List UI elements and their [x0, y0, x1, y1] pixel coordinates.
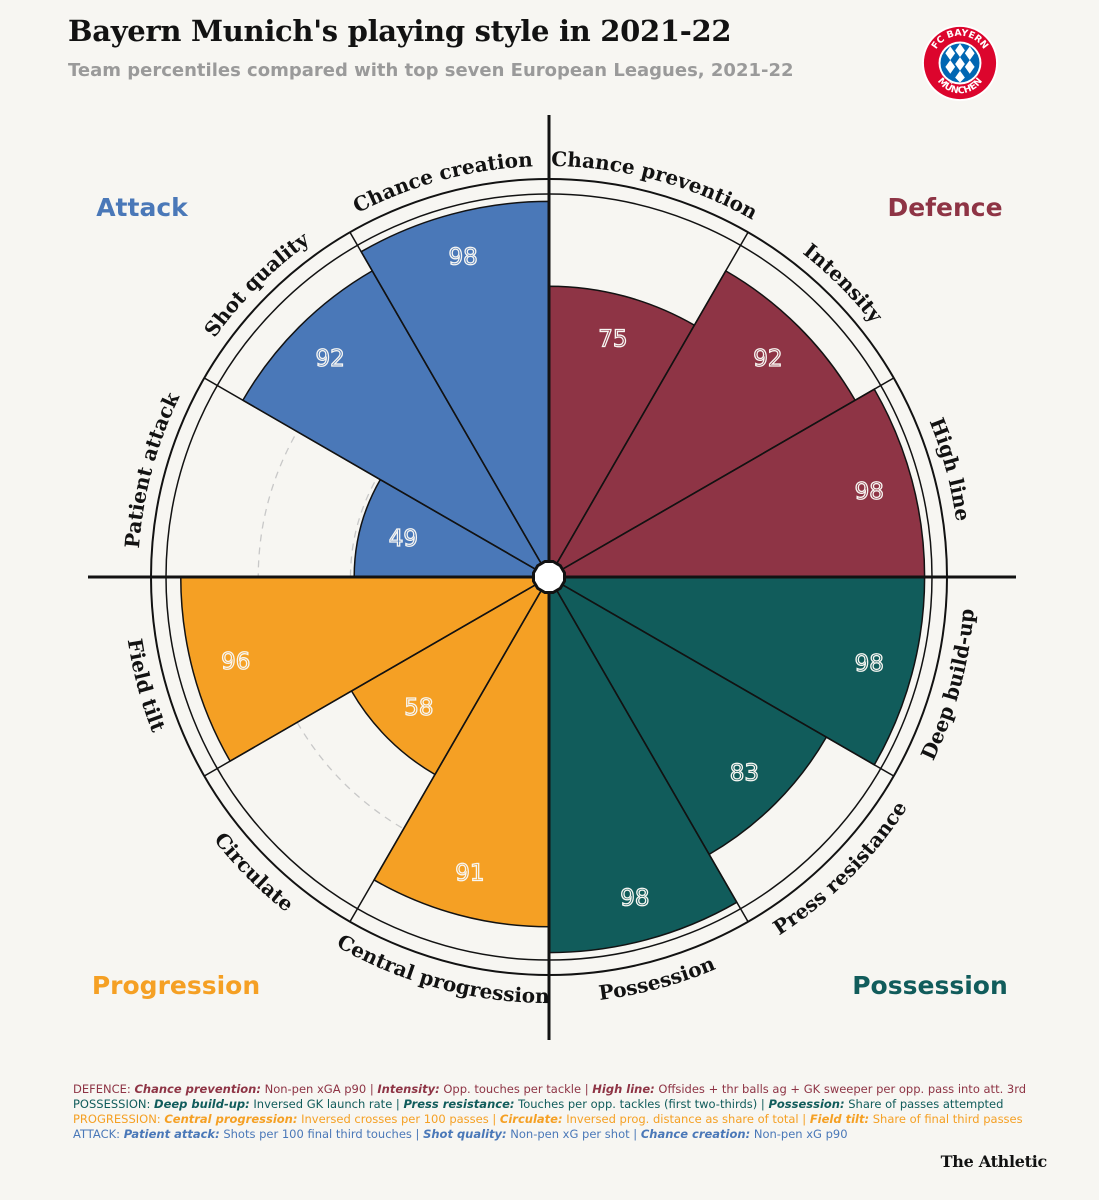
definition-line: POSSESSION: Deep build-up: Inversed GK l… — [73, 1097, 1063, 1112]
value-label: 98 — [855, 479, 884, 505]
value-label: 83 — [730, 760, 759, 786]
definition-term: Shot quality: — [423, 1127, 507, 1141]
definition-text: Touches per opp. tackles (first two-thir… — [514, 1097, 769, 1111]
definition-line: ATTACK: Patient attack: Shots per 100 fi… — [73, 1127, 1063, 1142]
group-label: Possession — [852, 971, 1008, 1000]
definition-text: DEFENCE: — [73, 1082, 135, 1096]
group-label: Defence — [887, 193, 1002, 222]
value-label: 91 — [455, 860, 484, 886]
definition-text: Non-pen xGA p90 | — [260, 1082, 378, 1096]
definition-text: Inversed GK launch rate | — [249, 1097, 404, 1111]
definition-term: Chance prevention: — [134, 1082, 261, 1096]
value-label: 98 — [620, 885, 649, 911]
definition-term: Deep build-up: — [154, 1097, 250, 1111]
definition-term: Circulate: — [499, 1112, 563, 1126]
value-label: 98 — [449, 245, 478, 271]
spoke-line — [555, 588, 749, 923]
spoke-line — [560, 583, 895, 777]
definition-text: ATTACK: — [73, 1127, 124, 1141]
definition-text: Non-pen xG p90 — [750, 1127, 848, 1141]
metric-definitions: DEFENCE: Chance prevention: Non-pen xGA … — [73, 1082, 1063, 1142]
definition-term: Central progression: — [164, 1112, 298, 1126]
definition-term: Chance creation: — [640, 1127, 751, 1141]
fc-bayern-logo-icon: FC BAYERN MÜNCHEN — [921, 24, 999, 102]
center-hub — [532, 560, 566, 594]
spoke-line — [203, 377, 538, 571]
definition-text: Non-pen xG per shot | — [506, 1127, 641, 1141]
value-label: 96 — [221, 649, 250, 675]
definition-text: Shots per 100 final third touches | — [219, 1127, 424, 1141]
definition-term: Patient attack: — [123, 1127, 220, 1141]
group-label: Attack — [96, 193, 189, 222]
spoke-line — [349, 231, 543, 566]
value-label: 49 — [389, 526, 418, 552]
definition-text: POSSESSION: — [73, 1097, 155, 1111]
chart-title: Bayern Munich's playing style in 2021-22 — [68, 14, 732, 48]
spoke-line — [555, 231, 749, 566]
group-label: Progression — [92, 971, 260, 1000]
definition-term: Possession: — [768, 1097, 845, 1111]
spoke-line — [203, 583, 538, 777]
definition-line: DEFENCE: Chance prevention: Non-pen xGA … — [73, 1082, 1063, 1097]
definition-term: High line: — [592, 1082, 655, 1096]
definition-text: PROGRESSION: — [73, 1112, 165, 1126]
definition-text: Offsides + thr balls ag + GK sweeper per… — [654, 1082, 1027, 1096]
chart-subtitle: Team percentiles compared with top seven… — [68, 60, 794, 81]
definition-line: PROGRESSION: Central progression: Invers… — [73, 1112, 1063, 1127]
definition-text: Share of passes attempted — [844, 1097, 1004, 1111]
value-label: 92 — [316, 346, 345, 372]
definition-text: Opp. touches per tackle | — [439, 1082, 593, 1096]
definition-text: Share of final third passes — [869, 1112, 1023, 1126]
value-label: 58 — [404, 695, 433, 721]
spoke-line — [349, 588, 543, 923]
value-label: 75 — [598, 327, 627, 353]
brand-wordmark: The Athletic — [940, 1152, 1048, 1171]
value-label: 98 — [855, 651, 884, 677]
value-label: 92 — [753, 346, 782, 372]
definition-term: Field tilt: — [809, 1112, 870, 1126]
definition-term: Press resistance: — [403, 1097, 515, 1111]
definition-term: Intensity: — [377, 1082, 440, 1096]
definition-text: Inversed crosses per 100 passes | — [297, 1112, 500, 1126]
spoke-line — [560, 377, 895, 571]
definition-text: Inversed prog. distance as share of tota… — [562, 1112, 810, 1126]
